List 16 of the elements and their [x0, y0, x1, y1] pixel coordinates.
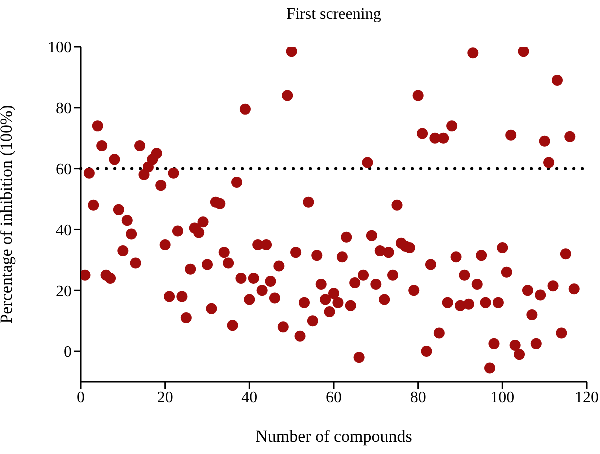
x-tick-label: 0 [77, 389, 85, 406]
x-tick-label: 80 [410, 389, 426, 406]
y-axis-title: Percentage of inhibition (100%) [0, 105, 16, 324]
x-axis-title: Number of compounds [256, 427, 412, 446]
y-tick-label: 100 [48, 40, 72, 57]
y-tick-label: 20 [56, 283, 72, 300]
y-tick-label: 0 [64, 344, 72, 362]
x-tick-label: 120 [575, 389, 599, 406]
x-tick-label: 100 [490, 389, 515, 406]
x-tick-label: 20 [157, 389, 174, 406]
y-tick-label: 60 [56, 162, 72, 178]
y-tick-label: 80 [56, 100, 72, 118]
y-tick-label: 40 [56, 222, 72, 240]
chart-title: First screening [286, 6, 382, 24]
x-tick-label: 40 [242, 389, 258, 406]
x-tick-label: 60 [326, 389, 342, 406]
